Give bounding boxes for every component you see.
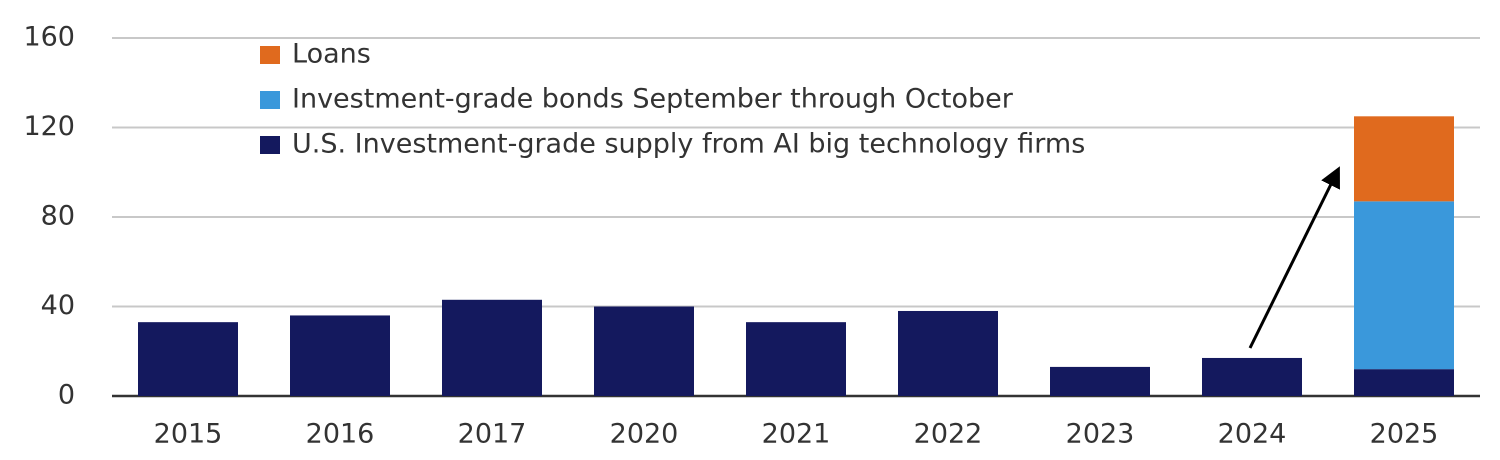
legend-swatch [260,136,280,154]
x-tick-label: 2015 [154,419,223,450]
x-tick-label: 2023 [1066,419,1135,450]
bar [1354,369,1454,396]
x-tick-label: 2020 [610,419,679,450]
bar [898,310,998,396]
x-tick-label: 2025 [1370,419,1439,450]
legend-swatch [260,46,280,64]
x-tick-label: 2021 [762,419,831,450]
x-tick-label: 2022 [914,419,983,450]
y-tick-label: 160 [23,22,75,53]
bar [594,306,694,396]
bar [1202,357,1302,396]
x-tick-label: 2024 [1218,419,1287,450]
y-tick-label: 40 [41,290,75,321]
y-tick-label: 80 [41,201,75,232]
bar [138,322,238,396]
bar [1354,116,1454,202]
bar [746,322,846,396]
labels: 0 40 80 120 160 2015 2016 2017 2020 2021 2022 2023 2… [23,22,1438,450]
legend-label: Investment-grade bonds September through… [292,84,1014,115]
bar [290,315,390,396]
x-tick-label: 2017 [458,419,527,450]
bar [442,299,542,396]
legend-swatch [260,91,280,109]
y-tick-label: 120 [23,111,75,142]
bar [1050,366,1150,396]
legend-label: U.S. Investment-grade supply from AI big… [292,129,1085,160]
bar [1354,201,1454,370]
legend-label: Loans [292,39,371,70]
x-tick-label: 2016 [306,419,375,450]
bars [138,116,1454,396]
arrow [1248,166,1340,349]
y-tick-label: 0 [58,380,75,411]
